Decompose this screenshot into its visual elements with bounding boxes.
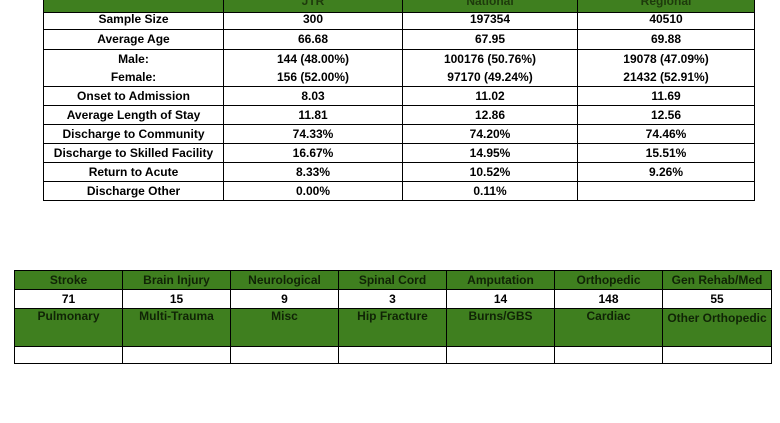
table-row: Male: 144 (48.00%) 100176 (50.76%) 19078… — [43, 49, 755, 68]
category-value-row: 71 15 9 3 14 148 55 — [14, 289, 772, 309]
national-value: 11.02 — [402, 86, 578, 106]
category-header: Other Orthopedic — [662, 308, 772, 347]
category-value — [446, 346, 555, 364]
stats-header-jtr: JTR — [223, 0, 403, 13]
category-header: Gen Rehab/Med — [662, 270, 772, 290]
jtr-value: 74.33% — [223, 124, 403, 144]
table-row: Average Length of Stay 11.81 12.86 12.56 — [43, 105, 755, 125]
category-value — [554, 346, 663, 364]
category-header: Brain Injury — [122, 270, 231, 290]
category-value — [14, 346, 123, 364]
table-row: Onset to Admission 8.03 11.02 11.69 — [43, 86, 755, 106]
regional-value: 19078 (47.09%) — [577, 49, 755, 68]
category-value: 55 — [662, 289, 772, 309]
regional-value: 21432 (52.91%) — [577, 68, 755, 87]
category-header: Multi-Trauma — [122, 308, 231, 347]
stats-header-row: JTR National Regional — [43, 0, 755, 13]
national-value: 0.11% — [402, 181, 578, 201]
regional-value: 74.46% — [577, 124, 755, 144]
row-label: Discharge to Community — [43, 124, 224, 144]
category-value — [230, 346, 339, 364]
category-header: Hip Fracture — [338, 308, 447, 347]
national-value: 14.95% — [402, 143, 578, 163]
category-value-row — [14, 346, 772, 364]
table-row: Sample Size 300 197354 40510 — [43, 12, 755, 30]
stats-header-regional: Regional — [577, 0, 755, 13]
row-label: Average Age — [43, 29, 224, 50]
national-value: 10.52% — [402, 162, 578, 182]
table-row: Average Age 66.68 67.95 69.88 — [43, 29, 755, 50]
category-header: Pulmonary — [14, 308, 123, 347]
category-header-row: Pulmonary Multi-Trauma Misc Hip Fracture… — [14, 308, 772, 347]
outcomes-stats-table: JTR National Regional Sample Size 300 19… — [43, 0, 755, 201]
category-value — [662, 346, 772, 364]
category-value: 9 — [230, 289, 339, 309]
national-value: 74.20% — [402, 124, 578, 144]
table-row: Return to Acute 8.33% 10.52% 9.26% — [43, 162, 755, 182]
category-value: 15 — [122, 289, 231, 309]
row-label: Onset to Admission — [43, 86, 224, 106]
stats-header-national: National — [402, 0, 578, 13]
category-header-row: Stroke Brain Injury Neurological Spinal … — [14, 270, 772, 290]
category-value: 14 — [446, 289, 555, 309]
regional-value: 40510 — [577, 12, 755, 30]
category-header: Neurological — [230, 270, 339, 290]
table-row: Discharge to Skilled Facility 16.67% 14.… — [43, 143, 755, 163]
national-value: 197354 — [402, 12, 578, 30]
regional-value: 69.88 — [577, 29, 755, 50]
category-header: Misc — [230, 308, 339, 347]
category-value: 3 — [338, 289, 447, 309]
jtr-value: 11.81 — [223, 105, 403, 125]
table-row: Discharge to Community 74.33% 74.20% 74.… — [43, 124, 755, 144]
regional-value: 15.51% — [577, 143, 755, 163]
row-label: Average Length of Stay — [43, 105, 224, 125]
category-value: 148 — [554, 289, 663, 309]
category-header: Orthopedic — [554, 270, 663, 290]
row-label: Male: — [43, 49, 224, 68]
regional-value: 9.26% — [577, 162, 755, 182]
category-header: Cardiac — [554, 308, 663, 347]
regional-value: 12.56 — [577, 105, 755, 125]
table-row: Female: 156 (52.00%) 97170 (49.24%) 2143… — [43, 68, 755, 87]
impairment-category-table: Stroke Brain Injury Neurological Spinal … — [14, 270, 772, 364]
category-header: Stroke — [14, 270, 123, 290]
jtr-value: 66.68 — [223, 29, 403, 50]
national-value: 12.86 — [402, 105, 578, 125]
regional-value: 11.69 — [577, 86, 755, 106]
jtr-value: 156 (52.00%) — [223, 68, 403, 87]
jtr-value: 8.33% — [223, 162, 403, 182]
jtr-value: 16.67% — [223, 143, 403, 163]
row-label: Discharge to Skilled Facility — [43, 143, 224, 163]
row-label: Return to Acute — [43, 162, 224, 182]
row-label: Female: — [43, 68, 224, 87]
national-value: 97170 (49.24%) — [402, 68, 578, 87]
stats-header-blank — [43, 0, 224, 13]
category-value — [122, 346, 231, 364]
regional-value — [577, 181, 755, 201]
category-value — [338, 346, 447, 364]
national-value: 67.95 — [402, 29, 578, 50]
row-label: Discharge Other — [43, 181, 224, 201]
jtr-value: 300 — [223, 12, 403, 30]
jtr-value: 144 (48.00%) — [223, 49, 403, 68]
category-header: Burns/GBS — [446, 308, 555, 347]
row-label: Sample Size — [43, 12, 224, 30]
national-value: 100176 (50.76%) — [402, 49, 578, 68]
category-value: 71 — [14, 289, 123, 309]
table-row: Discharge Other 0.00% 0.11% — [43, 181, 755, 201]
jtr-value: 8.03 — [223, 86, 403, 106]
jtr-value: 0.00% — [223, 181, 403, 201]
category-header: Spinal Cord — [338, 270, 447, 290]
category-header: Amputation — [446, 270, 555, 290]
